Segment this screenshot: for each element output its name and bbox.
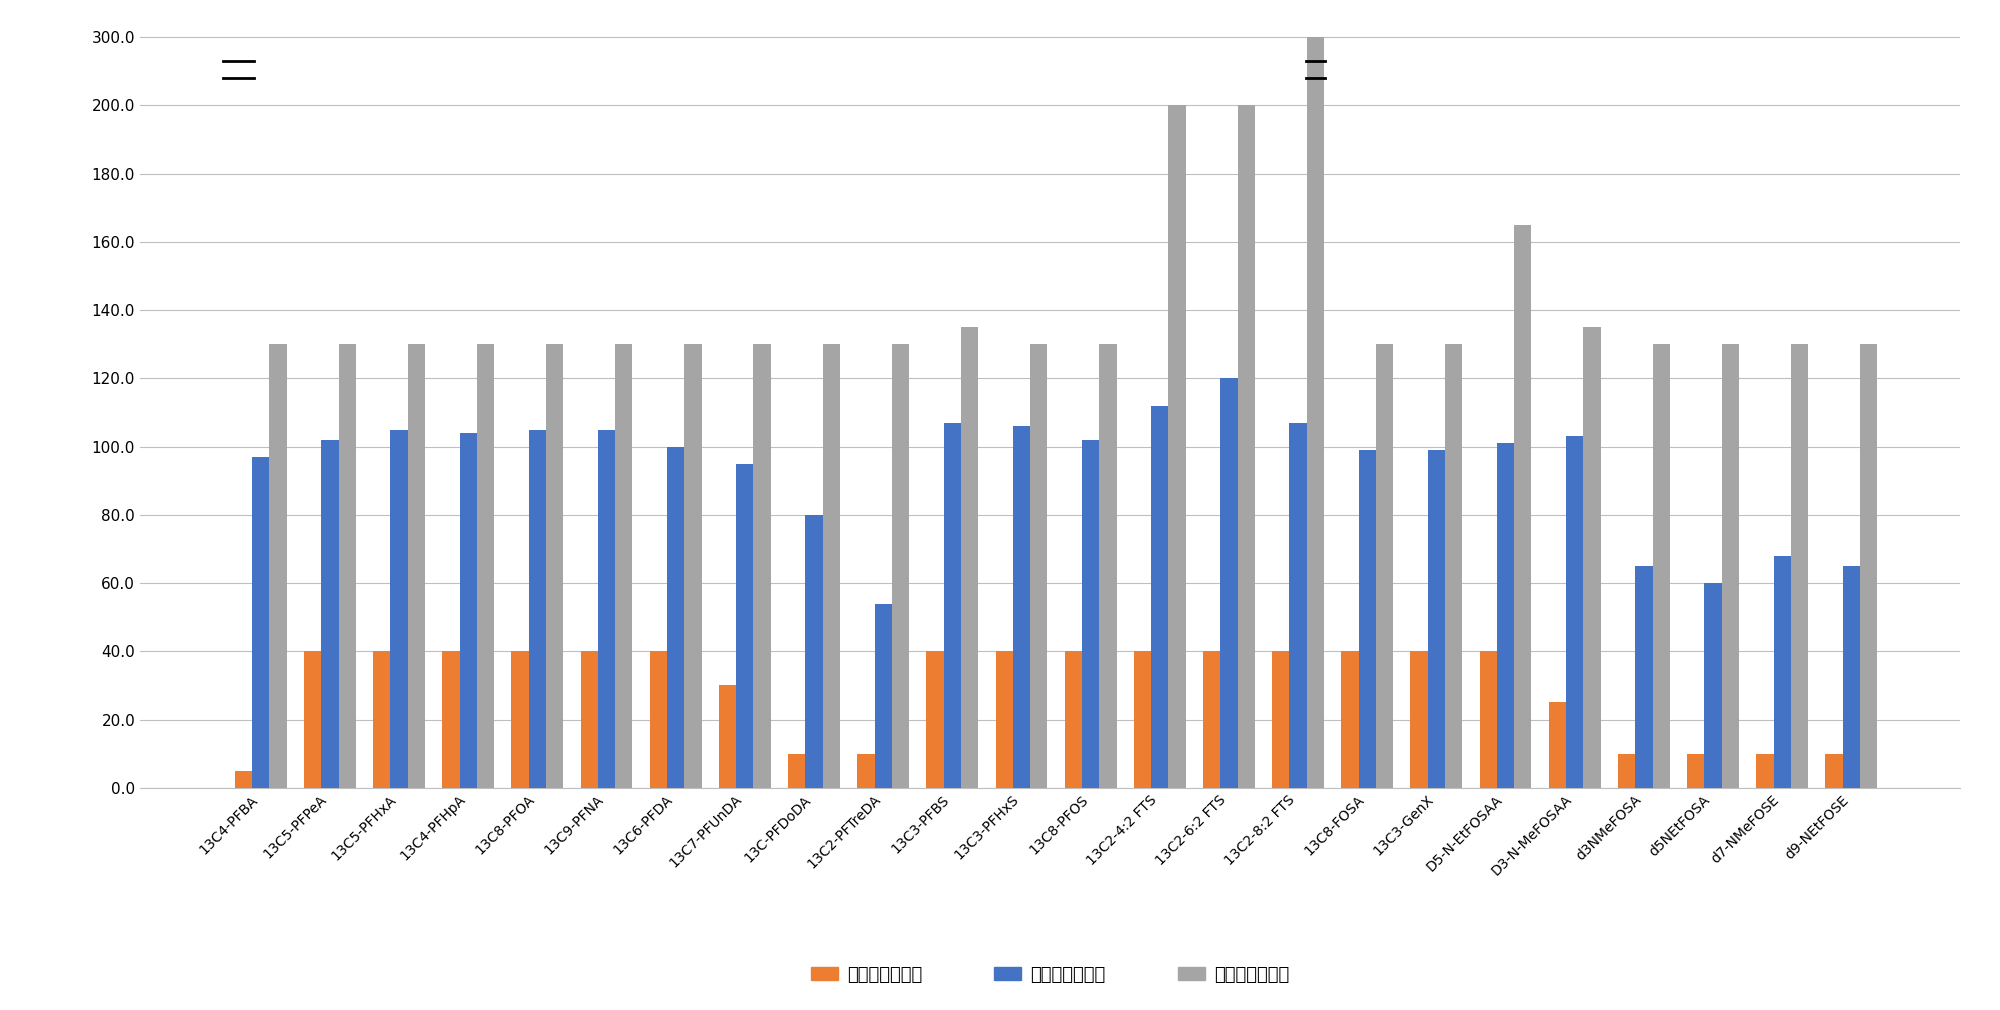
Bar (304, 651, 322, 788)
Bar (616, 344, 632, 788)
Bar (926, 651, 944, 788)
Bar (806, 515, 822, 788)
Bar (442, 651, 460, 788)
Bar (1306, 37, 1324, 788)
Bar (718, 686, 736, 788)
Bar (822, 344, 840, 788)
Bar (1204, 651, 1220, 788)
Bar (1030, 344, 1048, 788)
Bar (996, 651, 1012, 788)
Bar (1082, 439, 1100, 788)
Bar (1774, 556, 1790, 788)
Bar (1790, 344, 1808, 788)
Bar (390, 429, 408, 788)
Bar (1860, 344, 1878, 788)
Bar (1064, 651, 1082, 788)
Bar (580, 651, 598, 788)
Bar (1410, 651, 1428, 788)
Bar (1704, 583, 1722, 788)
Bar (1756, 753, 1774, 788)
Bar (874, 604, 892, 788)
Bar (944, 423, 960, 788)
Bar (1012, 426, 1030, 788)
Bar (252, 457, 270, 788)
Bar (1376, 344, 1394, 788)
Bar (1722, 344, 1738, 788)
Bar (1168, 105, 1186, 788)
Bar (1826, 753, 1842, 788)
Bar (960, 327, 978, 788)
Bar (528, 429, 546, 788)
Bar (1446, 344, 1462, 788)
Bar (754, 344, 770, 788)
Bar (1134, 651, 1152, 788)
Bar (1272, 651, 1290, 788)
Bar (858, 753, 874, 788)
Bar (338, 344, 356, 788)
Bar (598, 429, 616, 788)
Bar (460, 433, 476, 788)
Bar (668, 446, 684, 788)
Bar (322, 439, 338, 788)
Bar (1842, 566, 1860, 788)
Bar (1496, 443, 1514, 788)
Bar (1618, 753, 1636, 788)
Bar (546, 344, 564, 788)
Bar (788, 753, 806, 788)
Bar (1238, 105, 1254, 788)
Bar (1652, 344, 1670, 788)
Bar (374, 651, 390, 788)
Bar (408, 344, 426, 788)
Bar (1100, 344, 1116, 788)
Bar (1428, 450, 1446, 788)
Bar (650, 651, 668, 788)
Bar (1358, 450, 1376, 788)
Bar (1688, 753, 1704, 788)
Bar (234, 771, 252, 788)
Legend: 最小許容回収率, 平均水系回収率, 最大許容回収率: 最小許容回収率, 平均水系回収率, 最大許容回収率 (804, 958, 1296, 991)
Bar (1566, 436, 1584, 788)
Bar (892, 344, 910, 788)
Bar (476, 344, 494, 788)
Bar (1548, 703, 1566, 788)
Bar (1290, 423, 1306, 788)
Bar (1152, 406, 1168, 788)
Bar (270, 344, 286, 788)
Bar (1636, 566, 1652, 788)
Bar (684, 344, 702, 788)
Bar (512, 651, 528, 788)
Bar (736, 464, 754, 788)
Bar (1514, 225, 1532, 788)
Bar (1220, 379, 1238, 788)
Bar (1584, 327, 1600, 788)
Bar (1342, 651, 1358, 788)
Bar (1480, 651, 1496, 788)
